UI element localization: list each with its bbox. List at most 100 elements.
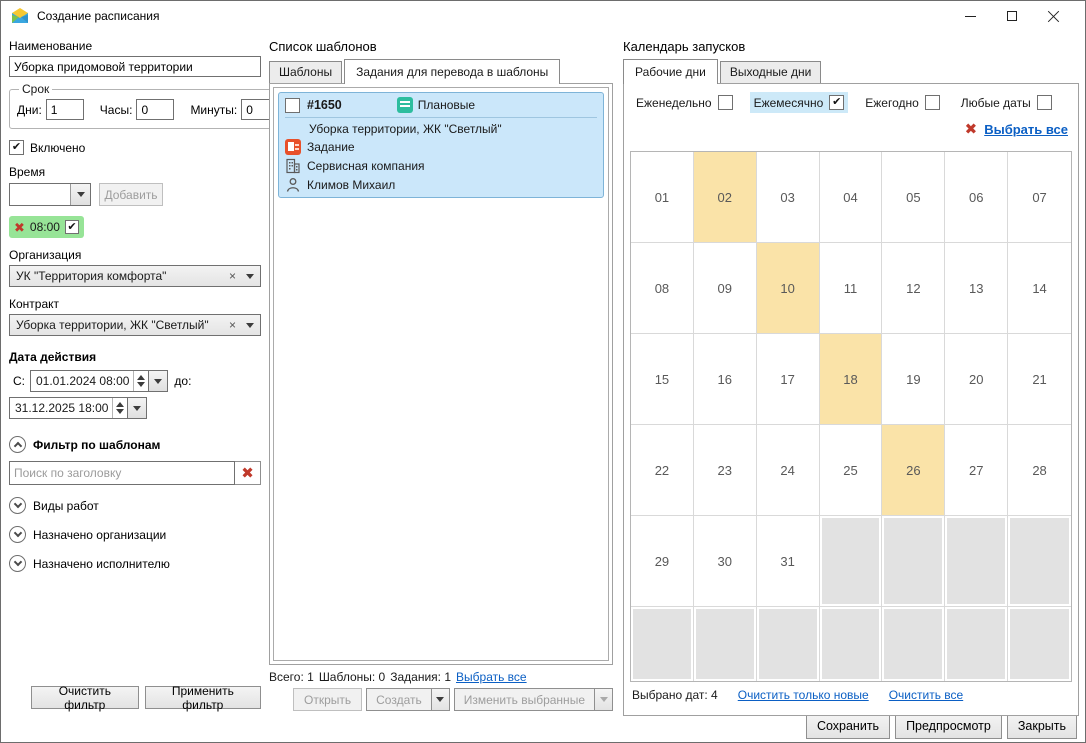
filter-header[interactable]: Фильтр по шаблонам [9,436,261,453]
filter-section-work-types[interactable]: Виды работ [9,497,261,514]
day-cell-30[interactable]: 30 [693,516,757,607]
chevron-down-icon[interactable] [246,273,254,279]
enabled-checkbox[interactable] [9,140,24,155]
clear-contract-icon[interactable]: × [228,318,236,332]
day-cell-04[interactable]: 04 [819,152,883,243]
save-button[interactable]: Сохранить [805,713,891,739]
day-cell-24[interactable]: 24 [756,425,820,516]
date-to-field[interactable]: 31.12.2025 18:00 [9,397,129,419]
day-cell-25[interactable]: 25 [819,425,883,516]
maximize-button[interactable] [991,1,1033,31]
day-cell-22[interactable]: 22 [631,425,694,516]
filter-section-assigned-executor[interactable]: Назначено исполнителю [9,555,261,572]
day-cell-02[interactable]: 02 [693,152,757,243]
clear-filter-button[interactable]: Очистить фильтр [31,684,139,712]
day-cell-29[interactable]: 29 [631,516,694,607]
person-icon [286,178,300,192]
tab-workdays[interactable]: Рабочие дни [623,59,718,84]
tab-weekends[interactable]: Выходные дни [719,61,822,83]
select-all-dates-link[interactable]: Выбрать все [984,122,1068,137]
day-cell-17[interactable]: 17 [756,334,820,425]
day-cell-08[interactable]: 08 [631,243,694,334]
day-cell-27[interactable]: 27 [945,425,1009,516]
frequency-checkbox[interactable] [1036,95,1052,110]
frequency-option-monthly[interactable]: Ежемесячно [749,92,849,113]
day-cell-13[interactable]: 13 [945,243,1009,334]
search-input[interactable] [9,461,235,485]
day-cell-09[interactable]: 09 [693,243,757,334]
day-cell-16[interactable]: 16 [693,334,757,425]
day-cell-05[interactable]: 05 [882,152,946,243]
day-cell-20[interactable]: 20 [945,334,1009,425]
chevron-down-icon[interactable] [246,322,254,328]
apply-filter-button[interactable]: Применить фильтр [144,684,261,712]
add-time-button[interactable]: Добавить [99,183,163,206]
organization-combobox[interactable]: УК "Территория комфорта" × [9,265,261,287]
collapse-button[interactable] [9,436,26,453]
clear-organization-icon[interactable]: × [228,269,236,283]
disabled-day-block [884,518,943,604]
minimize-button[interactable] [949,1,991,31]
template-item[interactable]: #1650 Плановые Уборка территории, ЖК "Св… [278,92,604,198]
tab-templates[interactable]: Шаблоны [269,61,343,83]
day-cell-18[interactable]: 18 [819,334,883,425]
templates-tabpage: #1650 Плановые Уборка территории, ЖК "Св… [269,83,613,665]
close-window-button[interactable] [1033,1,1075,31]
frequency-option-weekly[interactable]: Еженедельно [632,92,737,113]
create-split-button[interactable]: Создать [366,688,450,711]
filter-section-assigned-organization[interactable]: Назначено организации [9,526,261,543]
day-cell-23[interactable]: 23 [693,425,757,516]
frequency-option-yearly[interactable]: Ежегодно [861,92,944,113]
day-cell-03[interactable]: 03 [756,152,820,243]
day-cell-28[interactable]: 28 [1008,425,1071,516]
day-cell-15[interactable]: 15 [631,334,694,425]
frequency-checkbox[interactable] [717,95,733,110]
date-from-field[interactable]: 01.01.2024 08:00 [30,370,150,392]
clear-search-button[interactable]: ✖ [235,461,261,485]
tab-tasks-to-templates[interactable]: Задания для перевода в шаблоны [344,59,561,84]
close-button[interactable]: Закрыть [1006,713,1077,739]
clear-all-dates-link[interactable]: Очистить все [888,688,964,702]
day-cell-26[interactable]: 26 [882,425,946,516]
day-cell-14[interactable]: 14 [1008,243,1071,334]
edit-selected-dropdown-button[interactable] [594,689,612,710]
chip-checkbox[interactable] [64,220,79,234]
contract-combobox[interactable]: Уборка территории, ЖК "Светлый" × [9,314,261,336]
date-to-spinner[interactable] [112,398,128,418]
time-combobox[interactable] [9,183,91,206]
clear-new-dates-link[interactable]: Очистить только новые [737,688,869,702]
chevron-down-icon [13,499,22,509]
empty-day-cell [820,607,883,681]
day-cell-31[interactable]: 31 [756,516,820,607]
days-input[interactable] [45,99,84,120]
item-checkbox[interactable] [285,97,300,113]
preview-button[interactable]: Предпросмотр [895,713,1002,739]
day-cell-21[interactable]: 21 [1008,334,1071,425]
day-cell-11[interactable]: 11 [819,243,883,334]
expand-button[interactable] [9,497,26,514]
day-cell-19[interactable]: 19 [882,334,946,425]
date-from-spinner[interactable] [133,371,149,391]
open-button[interactable]: Открыть [293,688,363,711]
name-input[interactable] [9,56,261,77]
day-cell-12[interactable]: 12 [882,243,946,334]
date-to-calendar-dropdown[interactable] [128,397,148,419]
create-button[interactable]: Создать [376,692,422,707]
edit-selected-button[interactable]: Изменить выбранные [463,692,585,707]
day-cell-10[interactable]: 10 [756,243,820,334]
expand-button[interactable] [9,526,26,543]
time-combo-dropdown-button[interactable] [70,184,90,205]
frequency-checkbox[interactable] [924,95,940,110]
frequency-checkbox[interactable] [829,95,845,110]
day-cell-06[interactable]: 06 [945,152,1009,243]
remove-time-icon[interactable]: ✖ [14,219,25,235]
day-cell-07[interactable]: 07 [1008,152,1071,243]
frequency-option-any-dates[interactable]: Любые даты [957,92,1056,113]
edit-selected-split-button[interactable]: Изменить выбранные [453,688,613,711]
day-cell-01[interactable]: 01 [631,152,694,243]
date-from-calendar-dropdown[interactable] [149,370,169,392]
create-dropdown-button[interactable] [430,689,449,710]
hours-input[interactable] [136,99,175,120]
expand-button[interactable] [9,555,26,572]
select-all-items-link[interactable]: Выбрать все [456,670,527,684]
